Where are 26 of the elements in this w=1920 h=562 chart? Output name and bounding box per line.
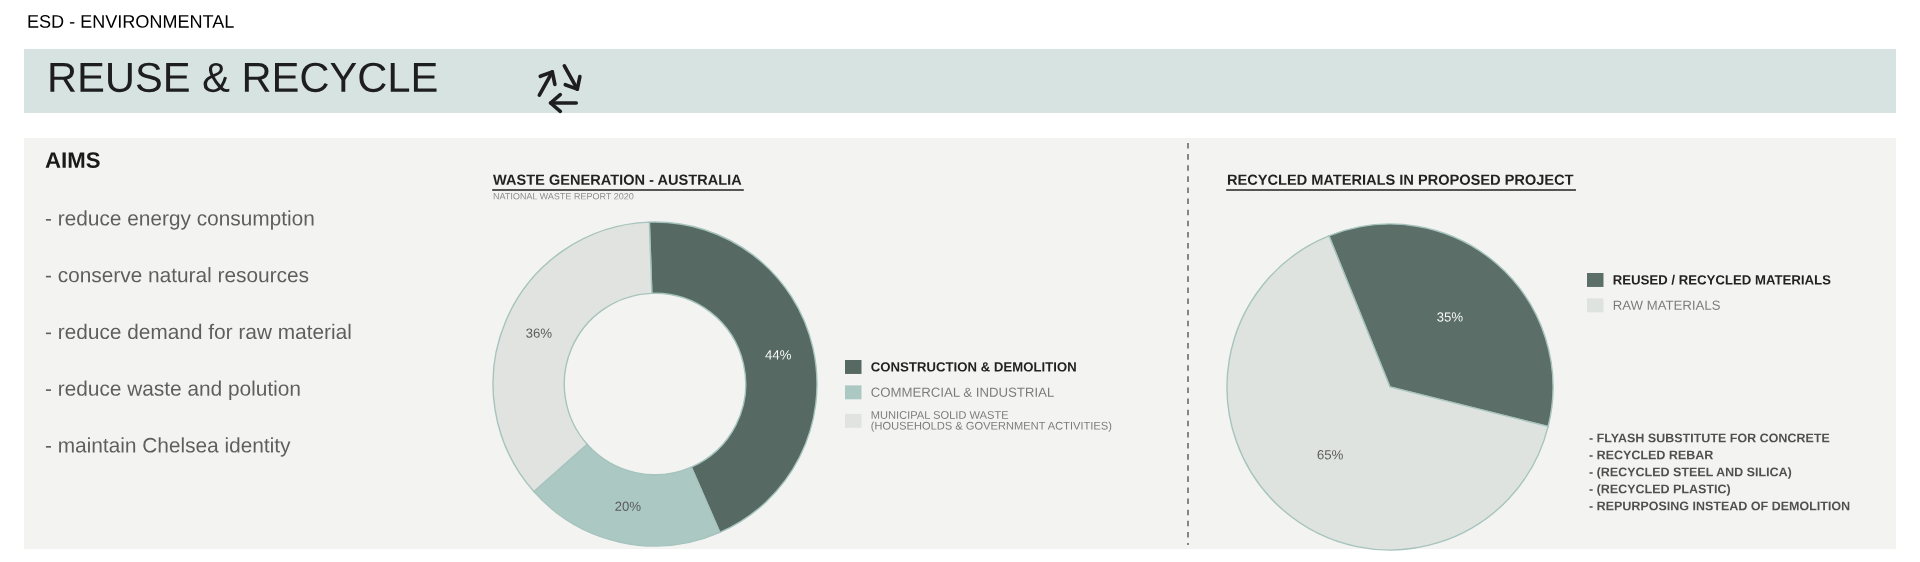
data-label: 36% bbox=[526, 328, 552, 338]
data-label: 44% bbox=[765, 350, 791, 360]
legend-label: COMMERCIAL & INDUSTRIAL bbox=[871, 387, 1054, 397]
chart-title: WASTE GENERATION - AUSTRALIA bbox=[493, 174, 742, 185]
data-label: 35% bbox=[1437, 312, 1463, 322]
text: - reduce waste and polution bbox=[45, 380, 300, 400]
text: REUSE & RECYCLE bbox=[50, 62, 437, 93]
legend-label: MUNICIPAL SOLID WASTE (HOUSEHOLDS & GOVERNMENT ACTIVITIES) bbox=[871, 411, 1112, 432]
text: AIMS bbox=[45, 152, 100, 168]
text: - RECYCLED REBAR bbox=[1589, 450, 1714, 460]
text: - (RECYCLED PLASTIC) bbox=[1589, 484, 1731, 496]
data-label: 65% bbox=[1317, 450, 1343, 460]
text: - (RECYCLED STEEL AND SILICA) bbox=[1589, 467, 1792, 479]
chart-subtitle: NATIONAL WASTE REPORT 2020 bbox=[493, 193, 634, 200]
text: ESD - ENVIRONMENTAL bbox=[28, 15, 234, 28]
legend-label: RAW MATERIALS bbox=[1613, 300, 1720, 310]
text: - reduce energy consumption bbox=[45, 210, 314, 230]
text: - REPURPOSING INSTEAD OF DEMOLITION bbox=[1589, 501, 1850, 511]
legend-label: CONSTRUCTION & DEMOLITION bbox=[871, 362, 1076, 372]
text: - maintain Chelsea identity bbox=[45, 437, 291, 457]
text: - conserve natural resources bbox=[45, 267, 309, 283]
legend-label: REUSED / RECYCLED MATERIALS bbox=[1613, 274, 1831, 285]
data-label: 20% bbox=[615, 501, 641, 511]
text: - reduce demand for raw material bbox=[45, 323, 351, 340]
chart-title: RECYCLED MATERIALS IN PROPOSED PROJECT bbox=[1227, 174, 1574, 185]
text: - FLYASH SUBSTITUTE FOR CONCRETE bbox=[1589, 433, 1830, 443]
